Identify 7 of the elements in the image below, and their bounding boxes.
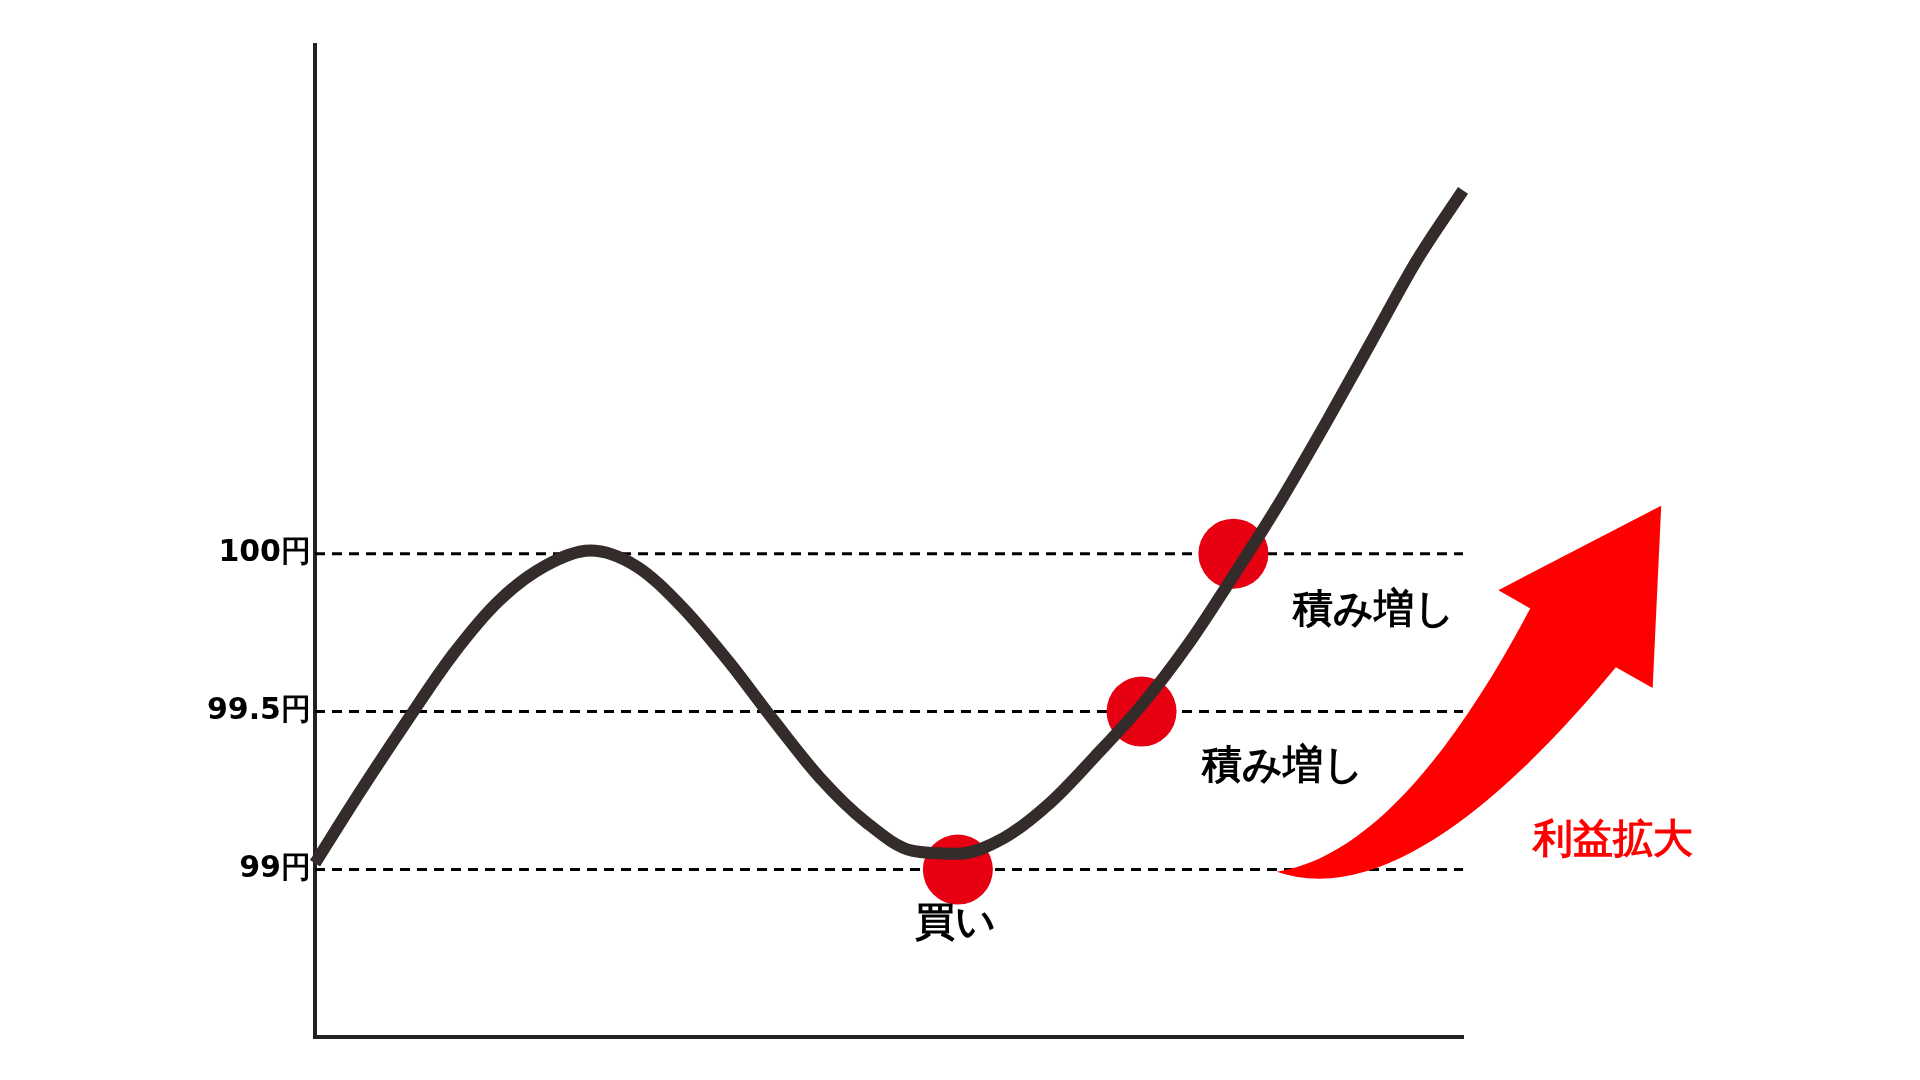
annotation: 積み増し xyxy=(1292,585,1455,632)
annotation: 積み増し xyxy=(1201,741,1364,788)
y-tick-label: 100円 xyxy=(218,533,311,569)
y-tick-label: 99円 xyxy=(239,849,311,885)
y-tick-label: 99.5円 xyxy=(206,691,311,727)
text: 利益拡大 xyxy=(1531,815,1693,862)
annotation: 買い xyxy=(914,898,996,945)
